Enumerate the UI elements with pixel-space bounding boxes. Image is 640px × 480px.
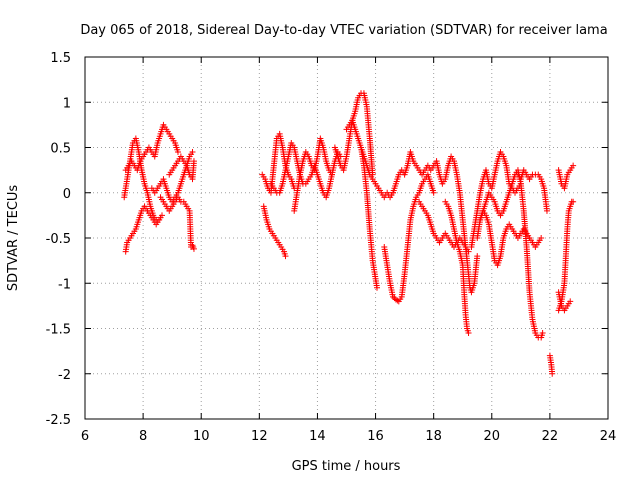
data-point bbox=[282, 253, 289, 260]
data-point bbox=[174, 149, 181, 156]
series-sat-b bbox=[122, 203, 163, 255]
series-sat-p bbox=[389, 149, 481, 296]
y-tick-label: -1 bbox=[58, 277, 71, 292]
y-tick-label: -2 bbox=[58, 368, 71, 383]
x-axis-label: GPS time / hours bbox=[292, 459, 401, 474]
x-tick-label: 10 bbox=[193, 429, 210, 444]
series-sat-y bbox=[555, 198, 577, 314]
x-tick-label: 24 bbox=[600, 429, 617, 444]
x-tick-label: 18 bbox=[425, 429, 442, 444]
plot-frame bbox=[84, 56, 609, 420]
series-sat-o bbox=[381, 171, 437, 305]
y-tick-label: -2.5 bbox=[46, 413, 71, 428]
data-point bbox=[543, 207, 550, 214]
series-sat-x bbox=[555, 162, 577, 192]
data-point bbox=[389, 293, 396, 300]
y-axis-label: SDTVAR / TECUs bbox=[6, 185, 21, 292]
data-point bbox=[189, 149, 196, 156]
x-tick-label: 12 bbox=[251, 429, 268, 444]
data-point bbox=[538, 235, 545, 241]
series-sat-e bbox=[166, 153, 197, 183]
data-point bbox=[430, 189, 437, 196]
series-sat-f bbox=[157, 194, 197, 252]
x-tick-label: 6 bbox=[81, 429, 89, 444]
series-sat-h bbox=[260, 203, 289, 260]
y-tick-label: 0.5 bbox=[50, 142, 71, 157]
data-point bbox=[570, 198, 577, 205]
data-point bbox=[570, 162, 577, 169]
series-sat-j bbox=[291, 135, 335, 214]
series-sat-z bbox=[555, 289, 574, 314]
data-point bbox=[374, 284, 381, 291]
series-sat-n bbox=[358, 144, 396, 201]
series-sat-i bbox=[267, 139, 306, 196]
data-point bbox=[567, 298, 574, 305]
series-sat-u bbox=[477, 167, 546, 341]
series-sat-l bbox=[331, 90, 376, 178]
data-point bbox=[394, 297, 401, 304]
chart-title: Day 065 of 2018, Sidereal Day-to-day VTE… bbox=[80, 23, 607, 38]
data-point bbox=[474, 253, 481, 260]
series-sat-c bbox=[122, 121, 181, 174]
data-point bbox=[465, 330, 472, 337]
x-tick-label: 8 bbox=[139, 429, 147, 444]
data-point bbox=[549, 370, 556, 377]
series-sat-v bbox=[514, 167, 550, 214]
x-tick-label: 20 bbox=[484, 429, 501, 444]
data-points bbox=[121, 90, 577, 377]
x-tick-label: 16 bbox=[367, 429, 384, 444]
series-sat-q bbox=[442, 198, 472, 337]
series-sat-r bbox=[416, 198, 472, 255]
data-point bbox=[156, 216, 163, 223]
y-tick-label: 1.5 bbox=[50, 51, 71, 66]
y-tick-label: -1.5 bbox=[46, 323, 71, 338]
data-point bbox=[190, 158, 197, 165]
y-tick-label: -0.5 bbox=[46, 232, 71, 247]
x-tick-label: 14 bbox=[309, 429, 326, 444]
x-axis-ticks: 6 8 10 12 14 16 18 20 22 24 bbox=[81, 57, 616, 444]
y-axis-ticks: 1.5 1 0.5 0 -0.5 -1 -1.5 -2 -2.5 bbox=[46, 51, 608, 428]
data-point bbox=[539, 330, 546, 337]
data-point bbox=[158, 212, 165, 219]
x-tick-label: 22 bbox=[542, 429, 559, 444]
data-point bbox=[190, 245, 197, 252]
data-point bbox=[465, 248, 472, 255]
y-tick-label: 0 bbox=[63, 187, 71, 202]
y-tick-label: 1 bbox=[63, 96, 71, 111]
series-sat-w bbox=[546, 352, 556, 377]
